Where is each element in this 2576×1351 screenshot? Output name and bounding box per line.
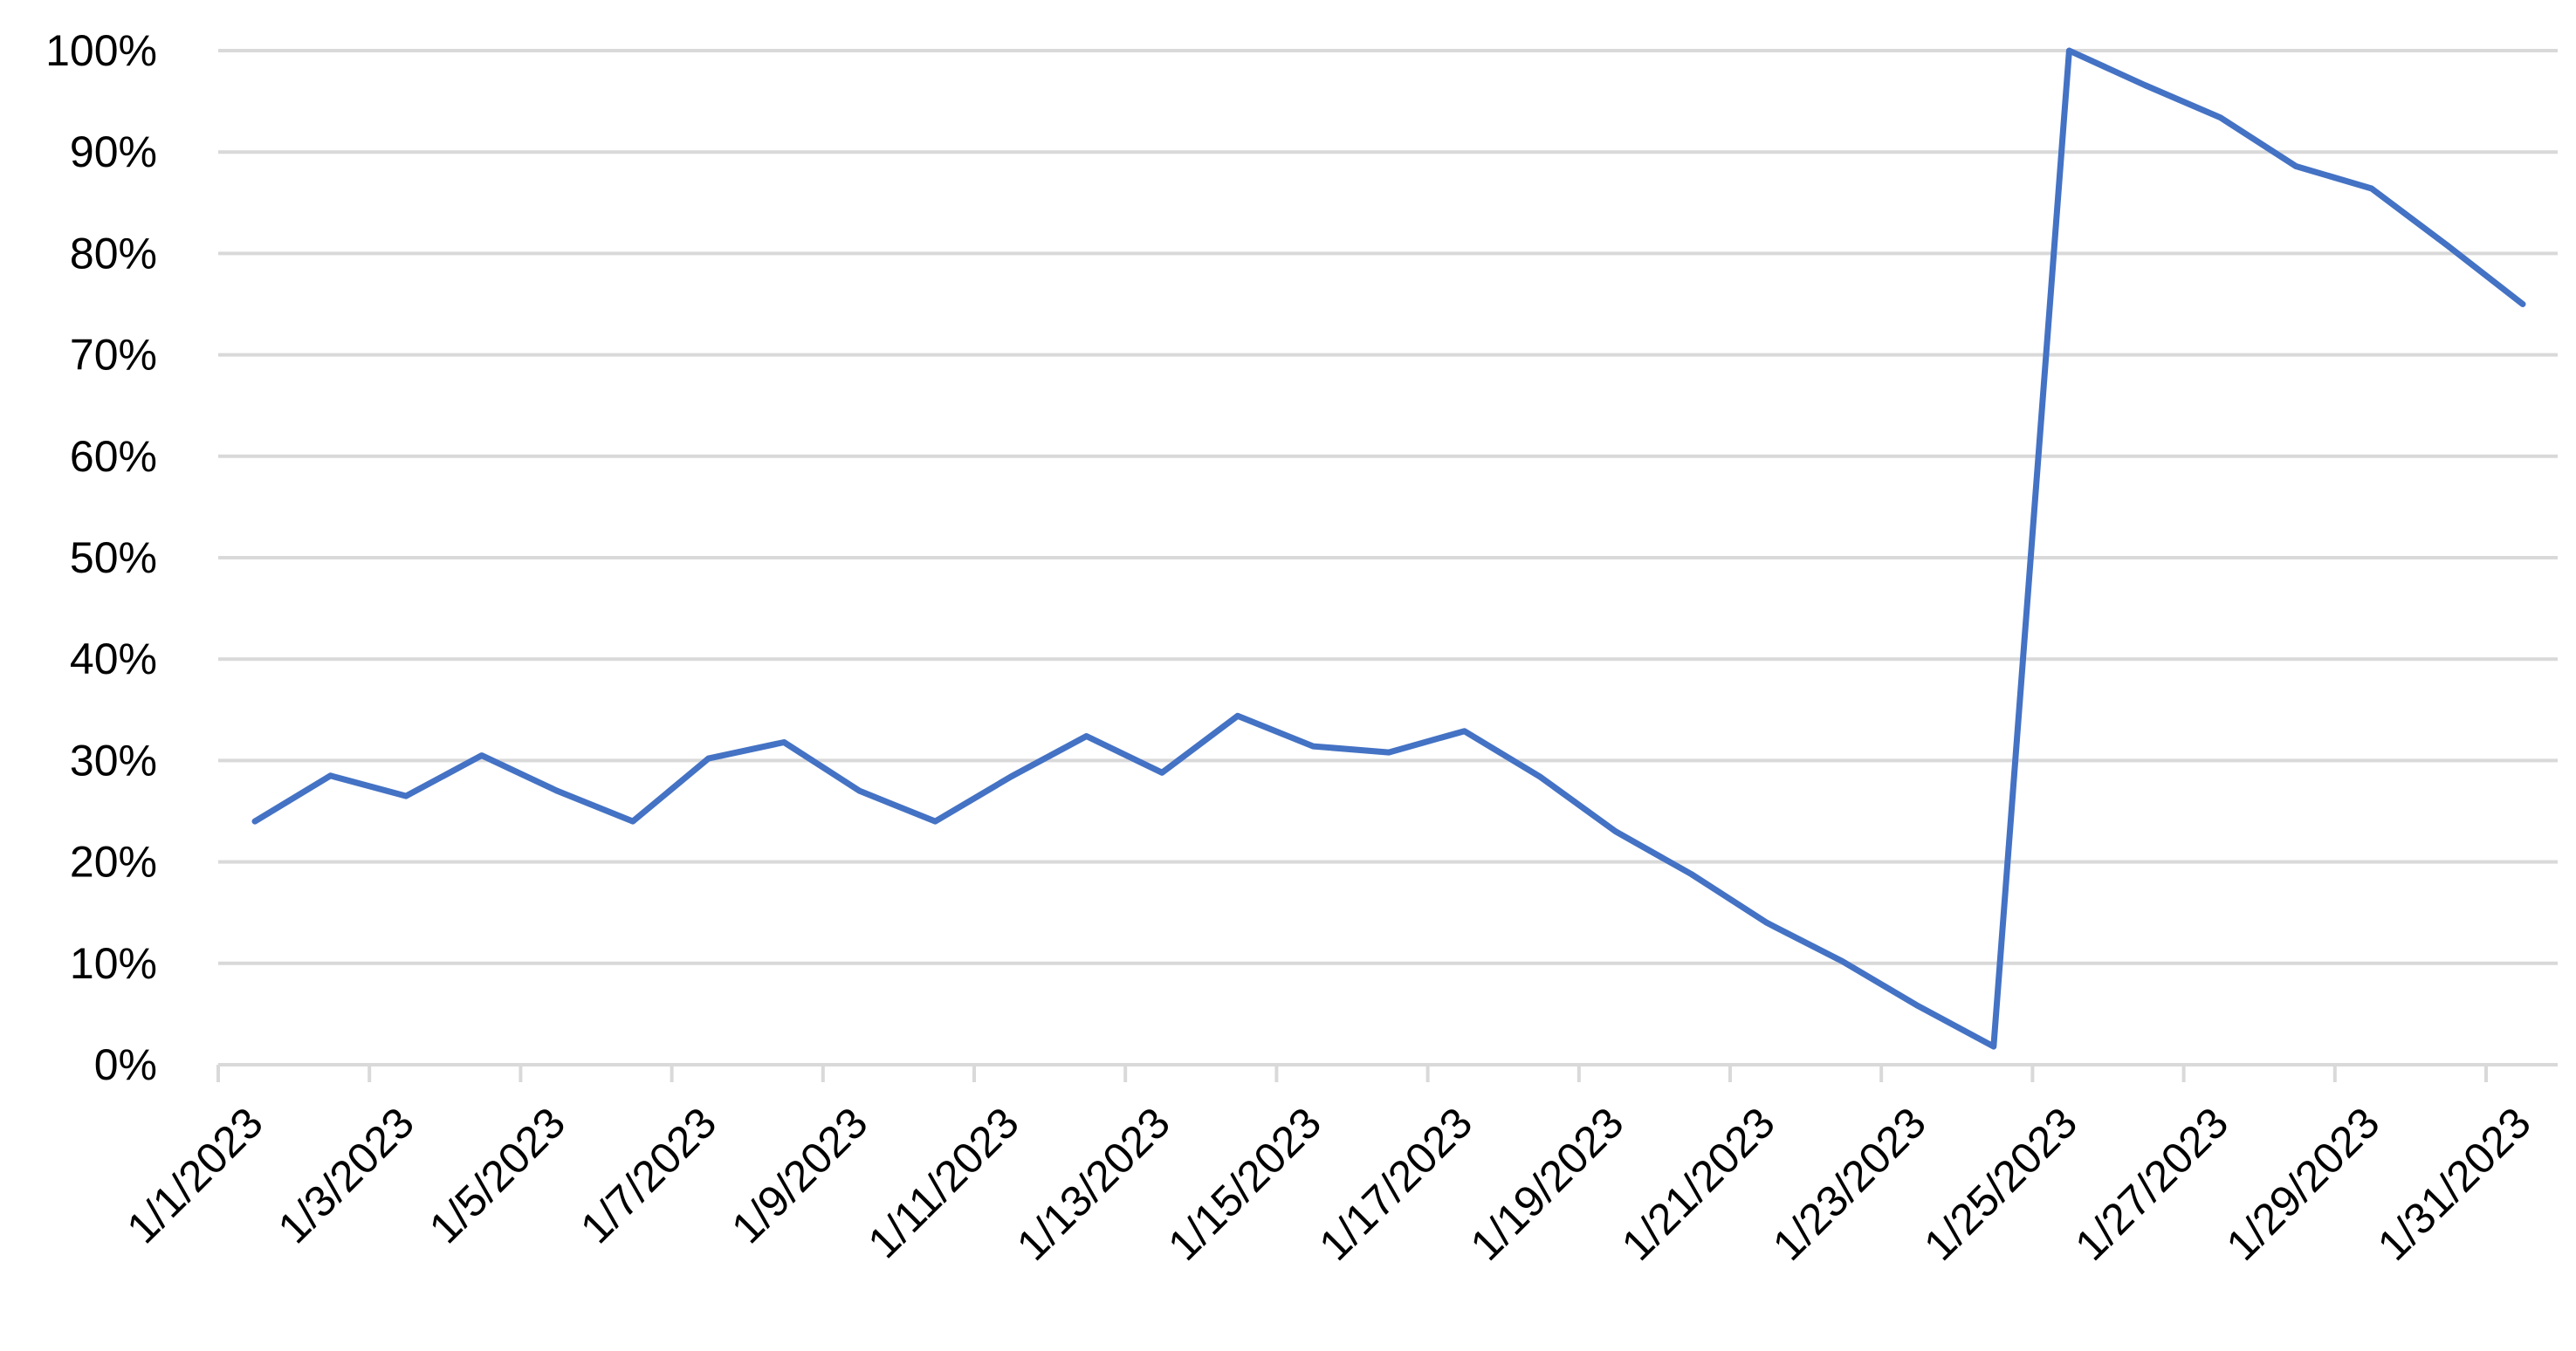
x-tick-label: 1/21/2023 — [1612, 1098, 1784, 1270]
x-tick-label: 1/13/2023 — [1007, 1098, 1179, 1270]
x-tick-label: 1/11/2023 — [859, 1098, 1028, 1267]
x-tick-label: 1/23/2023 — [1763, 1098, 1935, 1270]
y-tick-label: 80% — [70, 229, 157, 278]
x-tick-label: 1/15/2023 — [1158, 1098, 1330, 1270]
x-tick-label: 1/31/2023 — [2368, 1098, 2540, 1270]
series-line — [251, 47, 2526, 1050]
series-lines — [251, 47, 2526, 1050]
x-tick-label: 1/9/2023 — [722, 1098, 876, 1252]
x-tick-label: 1/29/2023 — [2217, 1098, 2389, 1270]
y-tick-label: 30% — [70, 736, 157, 785]
y-tick-label: 40% — [70, 634, 157, 683]
x-tick-label: 1/19/2023 — [1461, 1098, 1633, 1270]
y-tick-label: 20% — [70, 838, 157, 887]
x-tick-label: 1/17/2023 — [1309, 1098, 1481, 1270]
x-axis — [216, 1063, 2558, 1082]
x-tick-label: 1/7/2023 — [571, 1098, 725, 1252]
data-points — [251, 47, 2526, 1050]
y-tick-label: 0% — [94, 1040, 157, 1089]
y-tick-label: 60% — [70, 432, 157, 481]
x-tick-label: 1/1/2023 — [118, 1098, 272, 1252]
x-tick-label: 1/5/2023 — [420, 1098, 574, 1252]
y-tick-label: 50% — [70, 533, 157, 582]
y-tick-label: 100% — [45, 26, 157, 75]
y-tick-label: 90% — [70, 127, 157, 176]
y-tick-label: 70% — [70, 331, 157, 380]
x-tick-label: 1/25/2023 — [1914, 1098, 2086, 1270]
x-axis-tick-labels: 1/1/20231/3/20231/5/20231/7/20231/9/2023… — [118, 1098, 2540, 1270]
y-tick-label: 10% — [70, 939, 157, 988]
x-tick-label: 1/27/2023 — [2065, 1098, 2237, 1270]
y-axis-tick-labels: 0% 10% 20% 30% 40% 50% 60% 70% 80% 90% 100% — [45, 26, 157, 1089]
x-tick-label: 1/3/2023 — [269, 1098, 423, 1252]
gridlines — [218, 49, 2558, 965]
